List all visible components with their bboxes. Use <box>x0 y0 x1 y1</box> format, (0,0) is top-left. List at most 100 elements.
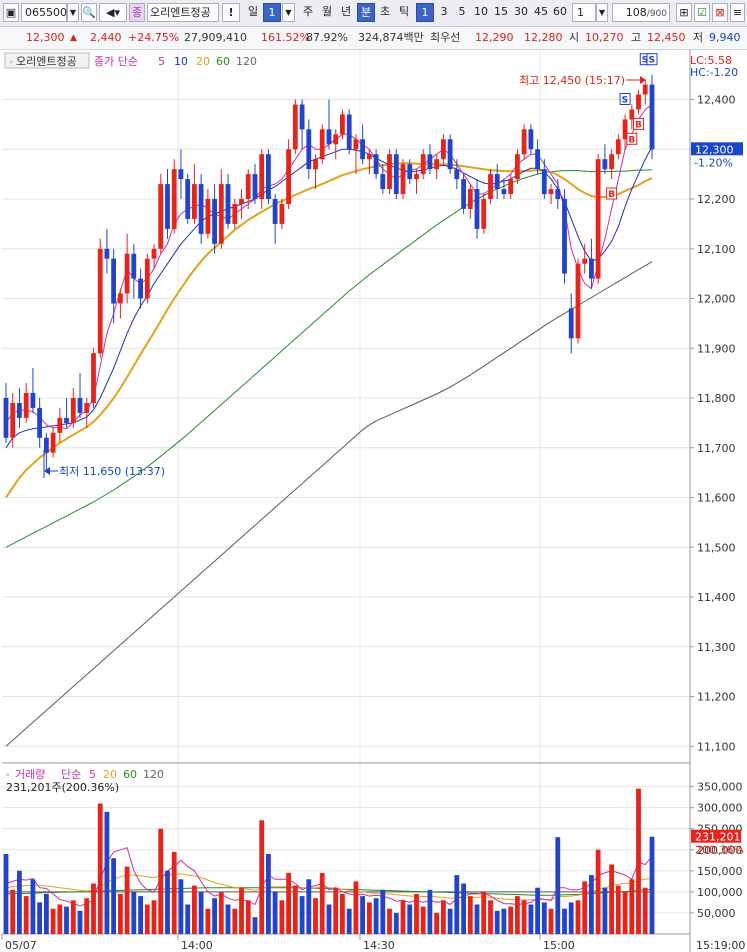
candle-body <box>158 184 164 249</box>
volume-bar <box>367 902 372 934</box>
quote-bar: 12,300 ▲ 2,440 +24.75% 27,909,410 161.52… <box>0 27 747 50</box>
volume-bar <box>602 887 608 934</box>
buy-marker: B <box>608 190 615 200</box>
check-icon[interactable]: ☑ <box>694 3 710 22</box>
volume-bar <box>521 900 527 934</box>
candle-body <box>629 109 635 120</box>
volume-bar <box>192 885 197 934</box>
settings-icon[interactable]: ≡ <box>730 3 745 22</box>
volume-bar <box>589 875 594 934</box>
current-percent-tag: -1.20% <box>694 156 733 169</box>
volume-bar <box>50 908 56 934</box>
stock-name-field[interactable]: 오리엔트정공 <box>147 3 219 22</box>
minute-15-button[interactable]: 15 <box>494 5 508 18</box>
chart-canvas[interactable]: 12,400 12,300 12,200 12,100 12,000 11,900 11,8… <box>0 50 747 952</box>
period-day-button[interactable]: 일 <box>247 5 259 18</box>
interval-dropdown-icon[interactable]: ▼ <box>596 3 608 22</box>
volume-bar <box>360 896 365 934</box>
period-count-dropdown-icon[interactable]: ▼ <box>282 3 295 22</box>
candle-body <box>494 174 500 189</box>
volume-bar <box>555 837 561 934</box>
volume-bar <box>319 872 325 934</box>
low-annotation: 최저 11,650 (13:37) <box>59 465 165 478</box>
speaker-icon[interactable]: ◀▾ <box>99 3 127 22</box>
volume-bar <box>535 887 540 934</box>
price-tick-label: 12,000 <box>697 293 736 306</box>
sell-marker-box <box>619 93 631 105</box>
candle-body <box>582 258 588 264</box>
candle-body <box>124 253 130 294</box>
interval-input[interactable]: 1 <box>572 3 596 22</box>
volume-bar <box>84 898 90 934</box>
candle-body <box>3 398 9 438</box>
volume-bar <box>3 854 9 934</box>
volume-bar <box>622 891 628 934</box>
count-total: /900 <box>646 9 667 19</box>
candle-body <box>17 403 22 418</box>
volume-bar <box>266 854 271 934</box>
period-second-button[interactable]: 초 <box>379 5 391 18</box>
volume-bar <box>441 900 446 934</box>
volume-bar <box>629 879 635 934</box>
candle-body <box>171 169 177 229</box>
minute-1-button[interactable]: 1 <box>416 3 434 22</box>
period-month-button[interactable]: 월 <box>321 5 333 18</box>
price-tick-label: 12,100 <box>697 243 736 256</box>
candle-body <box>414 174 419 180</box>
grid-icon[interactable]: ⊞ <box>676 3 692 22</box>
volume-bar <box>541 902 547 934</box>
best-bid: 12,280 <box>524 31 563 44</box>
price-tick-label: 11,700 <box>697 442 736 455</box>
vol-legend-ma120: 120 <box>143 768 164 781</box>
sell-marker: S <box>622 96 628 106</box>
low-label: 저 <box>693 31 704 44</box>
count-value: 108 <box>625 6 647 19</box>
price-tick-label: 12,200 <box>697 193 736 206</box>
minute-30-button[interactable]: 30 <box>514 5 528 18</box>
code-dropdown-icon[interactable]: ▼ <box>67 3 79 22</box>
volume-bar <box>30 879 36 934</box>
volume-bar <box>474 904 480 934</box>
current-price-tag <box>691 142 743 156</box>
stock-code-input[interactable]: 065500 <box>21 3 67 22</box>
chart-title-box[interactable] <box>4 52 90 69</box>
price-tick-label: 11,500 <box>697 541 736 554</box>
count-field[interactable]: 108/900 <box>612 3 670 22</box>
candle-body <box>91 353 96 403</box>
cross-icon[interactable]: ⊠ <box>712 3 728 22</box>
minute-10-button[interactable]: 10 <box>474 5 488 18</box>
volume-tick-label: 50,000 <box>697 907 736 920</box>
period-tick-button[interactable]: 틱 <box>398 5 410 18</box>
layout-icon[interactable]: ▣ <box>3 3 19 22</box>
candle-body <box>602 159 608 170</box>
minute-45-button[interactable]: 45 <box>534 5 548 18</box>
period-year-button[interactable]: 년 <box>340 5 352 18</box>
ma120-line <box>5 261 653 747</box>
time-axis: 05/07 14:00 14:30 15:00 15:19:00 <box>1 934 745 952</box>
volume-bar <box>17 870 22 934</box>
volume-bar <box>642 887 648 934</box>
alert-button[interactable]: ! <box>222 3 240 22</box>
minute-60-button[interactable]: 60 <box>553 5 567 18</box>
candle-body <box>615 139 621 155</box>
volume-bar <box>185 904 191 934</box>
vol-legend-ma20: 20 <box>103 768 117 781</box>
minute-5-button[interactable]: 5 <box>458 5 466 18</box>
search-icon[interactable]: 🔍 <box>81 3 97 22</box>
candle-body <box>212 199 217 244</box>
volume-bar <box>64 906 69 934</box>
period-minute-button[interactable]: 분 <box>357 3 375 22</box>
current-volume-tag-text: 231,201 <box>695 831 741 844</box>
minute-3-button[interactable]: 3 <box>440 5 448 18</box>
volume-bar <box>393 912 399 934</box>
price-grid <box>2 50 690 934</box>
candle-body <box>528 129 534 150</box>
period-count-field[interactable]: 1 <box>263 3 281 22</box>
candle-body <box>481 199 487 229</box>
candle-body <box>306 129 312 170</box>
volume-bar <box>232 908 238 934</box>
current-price-tag-text: 12,300 <box>695 143 734 156</box>
volume-bar <box>286 872 291 934</box>
period-week-button[interactable]: 주 <box>302 5 314 18</box>
